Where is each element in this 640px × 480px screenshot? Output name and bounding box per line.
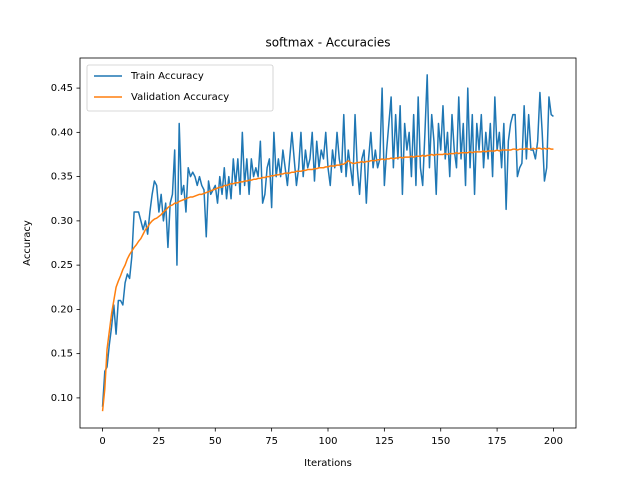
data-line [101, 147, 554, 412]
x-tick-label: 125 [375, 436, 394, 447]
x-tick-label: 50 [209, 436, 222, 447]
chart-title: softmax - Accuracies [265, 36, 390, 50]
y-axis-label: Accuracy [22, 220, 33, 266]
x-tick-label: 25 [153, 436, 166, 447]
y-tick-label: 0.25 [51, 260, 73, 271]
x-tick-label: 75 [265, 436, 278, 447]
legend-box [86, 64, 274, 112]
x-tick-label: 0 [99, 436, 105, 447]
y-tick-label: 0.20 [51, 304, 73, 315]
y-tick-label: 0.35 [51, 172, 73, 183]
y-tick-label: 0.45 [51, 83, 73, 94]
y-tick-label: 0.40 [51, 127, 73, 138]
legend-label: Validation Accuracy [131, 92, 229, 103]
data-line [101, 74, 554, 407]
y-tick-label: 0.30 [51, 216, 73, 227]
x-tick-label: 150 [431, 436, 450, 447]
x-axis-label: Iterations [304, 458, 352, 469]
x-tick-label: 200 [544, 436, 563, 447]
x-tick-label: 175 [488, 436, 507, 447]
y-tick-label: 0.15 [51, 349, 73, 360]
legend-label: Train Accuracy [130, 71, 204, 82]
y-tick-label: 0.10 [51, 393, 73, 404]
x-tick-label: 100 [318, 436, 337, 447]
